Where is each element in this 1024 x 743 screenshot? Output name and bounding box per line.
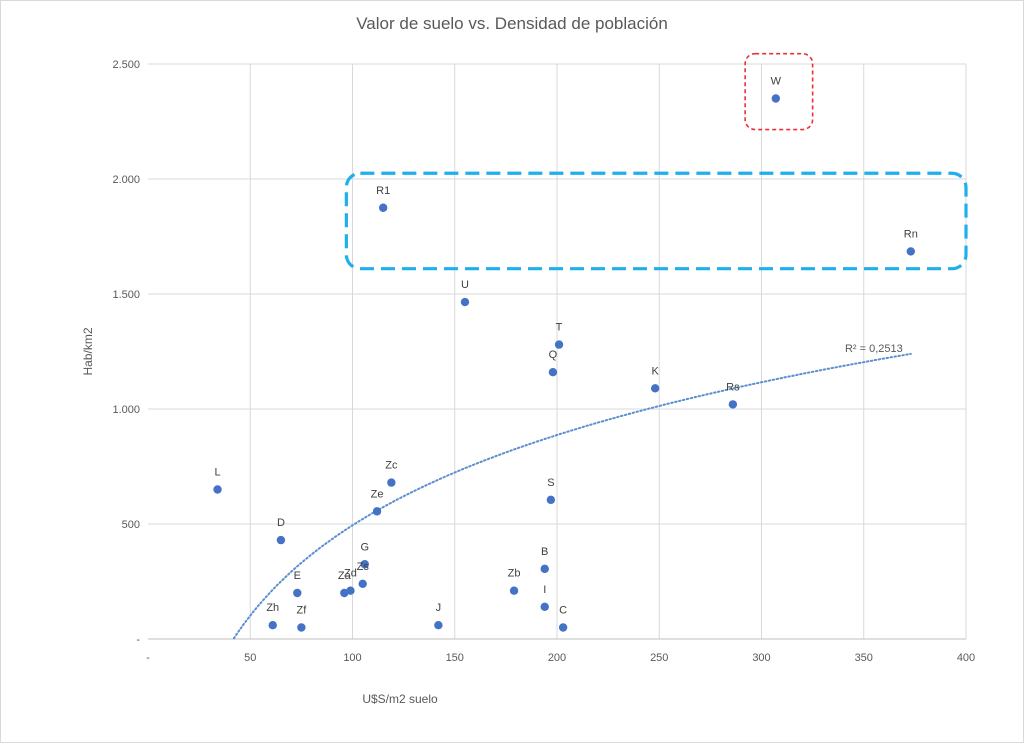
highlight-boxes [344,52,968,271]
data-point [906,247,915,256]
data-point [387,478,396,487]
data-point-label: C [559,605,567,617]
data-point-label: I [543,584,546,596]
data-point [340,588,349,598]
data-point-label: J [436,602,442,614]
x-tick-label: 150 [446,652,464,664]
data-point-label: Ze [371,488,384,500]
data-point [460,297,470,307]
data-point [546,495,556,505]
data-point [276,535,286,545]
r-squared-label: R² = 0,2513 [845,343,903,355]
grid-lines [148,63,967,639]
data-point-label: D [277,517,285,529]
x-tick-label: - [146,652,150,664]
y-tick-label: 1.500 [112,289,140,301]
y-tick-label: 2.500 [112,59,140,71]
data-point-label: G [360,541,369,553]
data-point [293,588,302,598]
x-tick-label: 200 [548,652,566,664]
data-point [554,340,564,349]
data-point [728,400,738,409]
highlight-box-blue [344,171,968,271]
x-tick-label: 350 [855,652,873,664]
data-point-label: Zd [344,568,357,580]
data-point [297,623,306,632]
x-tick-label: 300 [752,652,770,664]
trendline [232,352,912,640]
data-point [771,94,781,103]
data-point-label: S [547,477,554,489]
axes: - 500 1.000 1.500 2.000 2.500 - 50 100 150 200 250 3… [112,59,975,664]
trendline-group: R² = 0,2513 [232,343,912,640]
y-tick-label: 500 [122,519,140,531]
x-tick-label: 50 [244,652,256,664]
y-tick-label: 1.000 [112,404,140,416]
data-point-label: Zf [296,605,307,617]
data-point-label: U [461,279,469,291]
data-point [558,623,568,632]
data-point-label: K [651,365,659,377]
data-point-label: L [214,467,220,479]
data-point-label: Q [549,349,558,361]
x-tick-label: 250 [650,652,668,664]
data-point-label: T [556,322,563,334]
x-axis-title: U$S/m2 suelo [362,692,438,706]
data-point-label: Zc [385,460,398,472]
data-point [434,621,443,630]
data-point-label: Rs [726,381,740,393]
data-point [540,602,549,611]
data-point [360,560,369,569]
data-point [213,485,222,494]
x-tick-label: 100 [343,652,361,664]
chart-title: Valor de suelo vs. Densidad de población [356,14,668,33]
data-point [509,586,519,595]
highlight-box-red [744,52,814,131]
y-tick-label: - [136,634,140,646]
data-point-label: E [294,570,301,582]
data-point-label: W [771,76,782,88]
data-point [540,564,549,574]
data-point [548,368,558,377]
data-point [650,384,660,393]
data-point [268,621,277,630]
data-point [378,203,388,212]
data-point [358,579,367,588]
data-point-label: Zh [266,602,279,614]
x-tick-label: 400 [957,652,975,664]
data-point-label: Zs [357,561,370,573]
data-point-label: Zb [508,568,521,580]
data-point-label: R1 [376,185,390,197]
data-point [372,507,382,516]
y-tick-label: 2.000 [112,174,140,186]
data-point-label: Rn [904,228,918,240]
data-point-label: Za [338,570,352,582]
y-axis-title: Hab/km2 [81,327,95,375]
data-point-label: B [541,546,548,558]
